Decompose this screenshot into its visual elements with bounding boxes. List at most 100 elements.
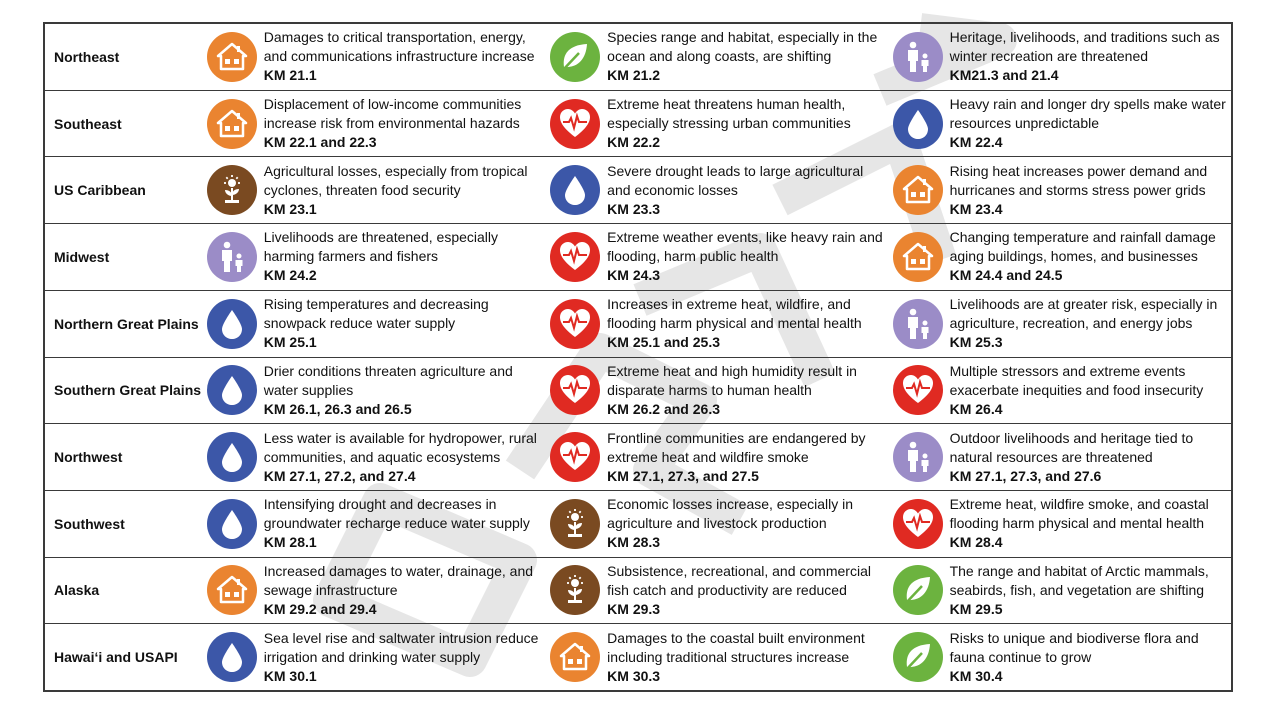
key-message-text-block: Species range and habitat, especially in… [607, 28, 888, 85]
key-message-text-block: Extreme heat, wildfire smoke, and coasta… [950, 495, 1231, 552]
person-icon [892, 31, 943, 82]
drop-icon [206, 632, 257, 683]
heart-icon [550, 365, 601, 416]
key-message-cell: Sea level rise and saltwater intrusion r… [203, 629, 546, 686]
key-message-cell: Damages to the coastal built environment… [546, 629, 888, 686]
key-message-cell: Multiple stressors and extreme events ex… [889, 362, 1231, 419]
drop-icon [206, 365, 257, 416]
key-message-reference: KM 28.4 [949, 534, 1003, 551]
key-message-text-block: Multiple stressors and extreme events ex… [950, 362, 1231, 419]
key-message-reference: KM 30.4 [949, 667, 1003, 684]
key-message-cell: Agricultural losses, especially from tro… [203, 162, 546, 219]
key-message-text-block: Damages to the coastal built environment… [607, 629, 888, 686]
key-message-reference: KM 30.3 [607, 667, 661, 684]
key-message-text: The range and habitat of Arctic mammals,… [949, 562, 1209, 598]
region-label: US Caribbean [54, 182, 146, 199]
key-message-cell: The range and habitat of Arctic mammals,… [889, 562, 1231, 619]
key-message-reference: KM 22.4 [949, 134, 1003, 151]
key-message-text: Heritage, livelihoods, and traditions su… [949, 29, 1220, 65]
house-icon [206, 565, 257, 616]
drop-icon [206, 298, 257, 349]
key-message-text-block: Rising heat increases power demand and h… [950, 162, 1231, 219]
key-message-reference: KM 30.1 [263, 667, 317, 684]
key-message-cell: Risks to unique and biodiverse flora and… [889, 629, 1231, 686]
key-message-text-block: Livelihoods are at greater risk, especia… [950, 295, 1231, 352]
key-message-reference: KM 24.4 and 24.5 [949, 267, 1063, 284]
region-label: Alaska [54, 582, 100, 599]
drop-icon [550, 165, 601, 216]
key-message-reference: KM 28.1 [263, 534, 317, 551]
key-message-text-block: Frontline communities are endangered by … [607, 429, 888, 486]
key-message-cell: Heritage, livelihoods, and traditions su… [889, 28, 1231, 85]
key-message-reference: KM 21.2 [607, 67, 661, 84]
key-message-cell: Livelihoods are at greater risk, especia… [889, 295, 1231, 352]
key-message-text: Sea level rise and saltwater intrusion r… [263, 629, 539, 665]
person-icon [206, 231, 257, 282]
key-message-text: Multiple stressors and extreme events ex… [949, 362, 1204, 398]
key-message-reference: KM 24.3 [607, 267, 661, 284]
key-message-text: Frontline communities are endangered by … [607, 429, 866, 465]
key-message-text-block: Subsistence, recreational, and commercia… [607, 562, 888, 619]
key-messages-table: Northeast Damages to critical transportat… [43, 22, 1233, 692]
key-message-cell: Intensifying drought and decreases in gr… [203, 495, 546, 552]
key-message-text: Risks to unique and biodiverse flora and… [949, 629, 1199, 665]
person-icon [892, 432, 943, 483]
key-message-reference: KM 22.1 and 22.3 [263, 134, 377, 151]
region-label: Northern Great Plains [54, 315, 199, 332]
key-message-reference: KM 26.4 [949, 400, 1003, 417]
key-message-reference: KM 27.1, 27.3, and 27.5 [607, 467, 759, 484]
key-message-cell: Livelihoods are threatened, especially h… [203, 228, 546, 285]
key-message-text-block: Economic losses increase, especially in … [607, 495, 888, 552]
key-message-text: Subsistence, recreational, and commercia… [607, 562, 871, 598]
key-message-text-block: Severe drought leads to large agricultur… [607, 162, 888, 219]
house-icon [892, 165, 943, 216]
region-label: Midwest [54, 248, 110, 265]
key-message-reference: KM 26.2 and 26.3 [607, 400, 720, 417]
key-message-text-block: Livelihoods are threatened, especially h… [264, 228, 546, 285]
leaf-icon [550, 31, 601, 82]
region-label: Southeast [54, 115, 122, 132]
region-label: Northeast [54, 48, 120, 65]
heart-icon [550, 231, 601, 282]
table-row: US Caribbean Agricultural losses, especia… [45, 156, 1231, 223]
key-message-cell: Extreme weather events, like heavy rain … [546, 228, 888, 285]
sprout-icon [206, 165, 257, 216]
key-message-cell: Increased damages to water, drainage, an… [203, 562, 546, 619]
key-message-text: Rising heat increases power demand and h… [949, 162, 1208, 198]
key-message-text-block: Agricultural losses, especially from tro… [264, 162, 546, 219]
key-message-reference: KM 29.5 [949, 600, 1003, 617]
key-message-text: Less water is available for hydropower, … [263, 429, 537, 465]
leaf-icon [892, 565, 943, 616]
heart-icon [550, 298, 601, 349]
key-message-reference: KM 24.2 [263, 267, 317, 284]
key-message-text-block: Heavy rain and longer dry spells make wa… [950, 95, 1231, 152]
key-message-text: Economic losses increase, especially in … [607, 496, 854, 532]
key-message-text-block: Extreme heat threatens human health, esp… [607, 95, 888, 152]
key-message-text-block: Damages to critical transportation, ener… [264, 28, 546, 85]
key-message-text-block: Outdoor livelihoods and heritage tied to… [950, 429, 1231, 486]
key-message-reference: KM 28.3 [607, 534, 661, 551]
person-icon [892, 298, 943, 349]
key-message-text-block: Extreme heat and high humidity result in… [607, 362, 888, 419]
key-message-text: Changing temperature and rainfall damage… [949, 229, 1216, 265]
sprout-icon [550, 498, 601, 549]
key-message-reference: KM 22.2 [607, 134, 661, 151]
key-message-text: Damages to critical transportation, ener… [263, 29, 535, 65]
leaf-icon [892, 632, 943, 683]
key-message-text-block: The range and habitat of Arctic mammals,… [950, 562, 1231, 619]
key-message-reference: KM 25.1 and 25.3 [607, 334, 720, 351]
key-message-text-block: Displacement of low-income communities i… [264, 95, 546, 152]
key-message-text-block: Sea level rise and saltwater intrusion r… [264, 629, 546, 686]
key-message-reference: KM 26.1, 26.3 and 26.5 [263, 400, 412, 417]
key-message-text: Rising temperatures and decreasing snowp… [263, 296, 489, 332]
key-message-reference: KM 27.1, 27.2, and 27.4 [263, 467, 416, 484]
key-message-text: Drier conditions threaten agriculture an… [263, 362, 513, 398]
table-row: Southern Great Plains Drier conditions th… [45, 356, 1231, 424]
region-label: Hawaiʻi and USAPI [54, 649, 178, 666]
key-message-text-block: Rising temperatures and decreasing snowp… [264, 295, 546, 352]
key-message-text: Displacement of low-income communities i… [263, 96, 522, 132]
key-message-reference: KM21.3 and 21.4 [949, 67, 1059, 84]
key-message-text: Heavy rain and longer dry spells make wa… [949, 96, 1226, 132]
key-message-text-block: Intensifying drought and decreases in gr… [264, 495, 546, 552]
table-row: Northern Great Plains Rising temperatures… [45, 289, 1231, 357]
